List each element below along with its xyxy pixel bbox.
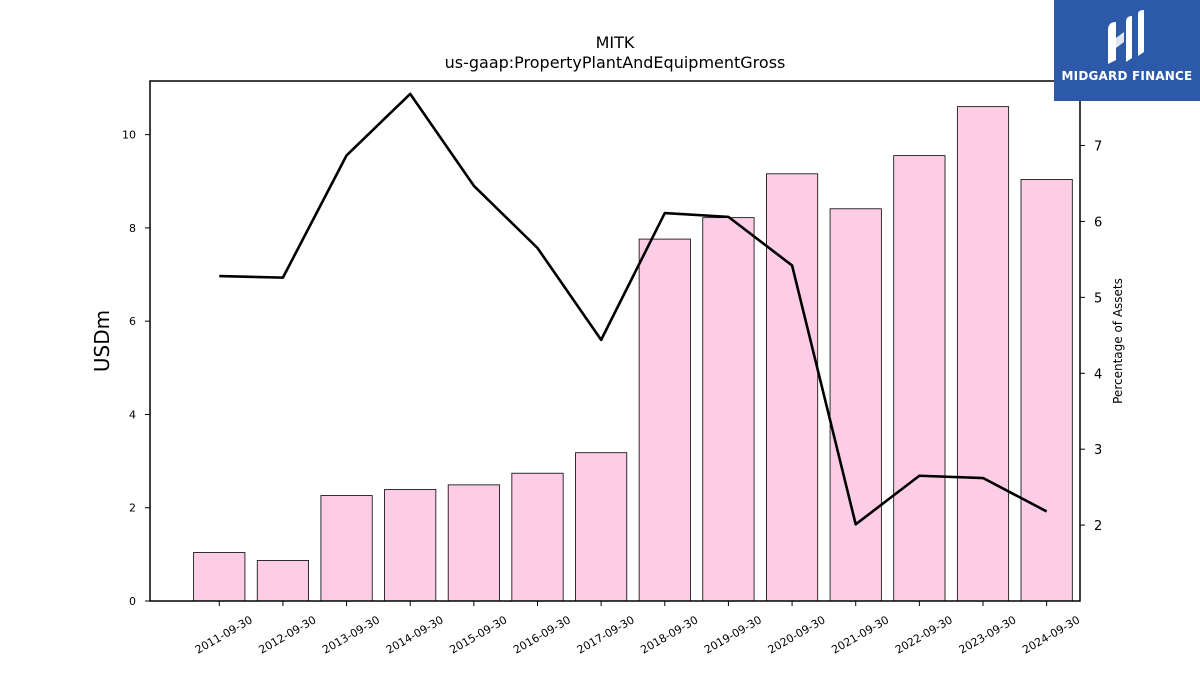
bar xyxy=(384,489,437,602)
x-tick-label: 2020-09-30 xyxy=(766,613,828,656)
bar xyxy=(447,484,500,602)
x-axis: 2011-09-30 2012-09-30 2013-09-30 2014-09-30… xyxy=(193,601,1082,657)
x-tick-label: 2013-09-30 xyxy=(320,613,382,656)
x-tick-label: 2024-09-30 xyxy=(1020,613,1082,656)
midgard-logo-icon xyxy=(1108,10,1144,64)
x-tick-label: 2017-09-30 xyxy=(575,613,637,656)
bar xyxy=(256,560,309,602)
bar xyxy=(956,106,1010,602)
y2-tick-label: 7 xyxy=(1094,140,1102,155)
bar xyxy=(320,495,373,602)
bar xyxy=(575,452,628,602)
y2-axis-label: Percentage of Assets xyxy=(1111,278,1125,404)
y2-tick-label: 3 xyxy=(1094,443,1102,458)
chart-title: MITK xyxy=(596,33,635,52)
y-tick-label: 2 xyxy=(129,502,136,515)
y-axis: 0 2 4 6 8 10 xyxy=(122,129,150,608)
bar xyxy=(511,472,564,602)
bars-group xyxy=(193,106,1073,602)
bar xyxy=(766,173,819,602)
percentage-line xyxy=(219,92,1048,526)
bar xyxy=(702,217,755,602)
bar xyxy=(829,208,882,602)
bar xyxy=(893,155,946,602)
bar xyxy=(1020,179,1073,602)
y-tick-label: 10 xyxy=(122,129,136,142)
x-tick-label: 2018-09-30 xyxy=(638,613,700,656)
x-tick-label: 2016-09-30 xyxy=(511,613,573,656)
x-tick-label: 2015-09-30 xyxy=(447,613,509,656)
bar xyxy=(638,238,691,602)
y2-tick-label: 4 xyxy=(1094,367,1102,382)
y-tick-label: 0 xyxy=(129,595,136,608)
y2-tick-label: 6 xyxy=(1094,215,1102,230)
y2-axis: 2 3 4 5 6 7 xyxy=(1080,140,1102,534)
y-tick-label: 8 xyxy=(129,222,136,235)
x-tick-label: 2011-09-30 xyxy=(193,613,255,656)
brand-logo: MIDGARD FINANCE xyxy=(1054,0,1200,101)
x-tick-label: 2019-09-30 xyxy=(702,613,764,656)
y2-tick-label: 2 xyxy=(1094,519,1102,534)
bar xyxy=(193,552,246,602)
plot-frame xyxy=(149,80,1081,602)
x-tick-label: 2012-09-30 xyxy=(257,613,319,656)
x-tick-label: 2021-09-30 xyxy=(829,613,891,656)
chart-subtitle: us-gaap:PropertyPlantAndEquipmentGross xyxy=(445,53,786,72)
line-group xyxy=(219,92,1048,526)
x-tick-label: 2014-09-30 xyxy=(384,613,446,656)
y-tick-label: 6 xyxy=(129,315,136,328)
y-axis-label: USDm xyxy=(90,310,114,372)
x-tick-label: 2022-09-30 xyxy=(893,613,955,656)
x-tick-label: 2023-09-30 xyxy=(957,613,1019,656)
logo-text: MIDGARD FINANCE xyxy=(1061,69,1193,83)
y-tick-label: 4 xyxy=(129,408,136,421)
y2-tick-label: 5 xyxy=(1094,291,1102,306)
